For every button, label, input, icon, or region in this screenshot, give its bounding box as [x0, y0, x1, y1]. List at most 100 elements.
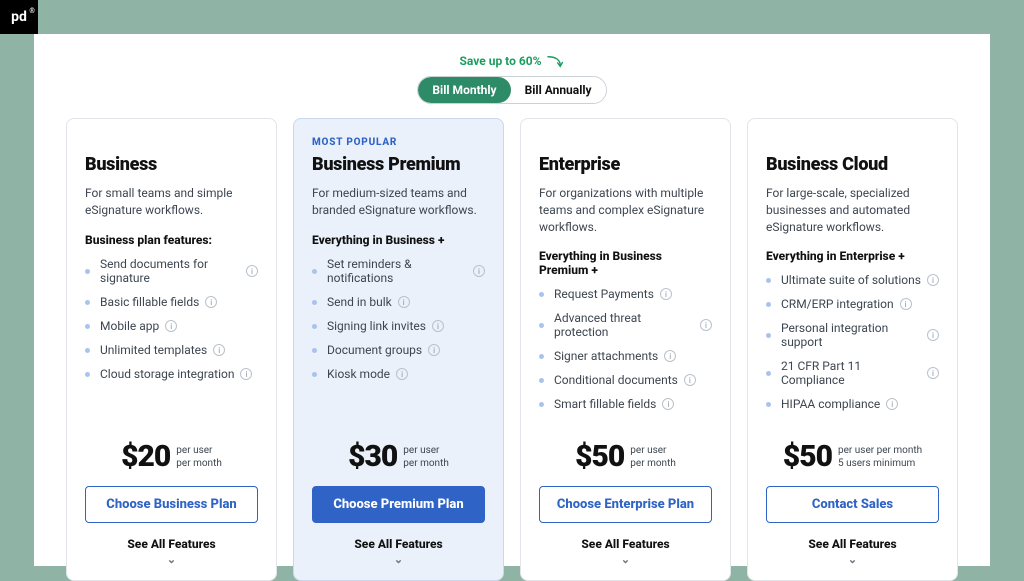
bullet-icon — [312, 300, 317, 305]
price-unit: per userper month — [630, 444, 676, 470]
info-icon[interactable]: i — [398, 296, 410, 308]
see-all-features-label: See All Features — [127, 537, 215, 551]
chevron-down-icon: ⌄ — [539, 553, 712, 566]
price-amount: $50 — [783, 439, 832, 474]
plan-feature-text: Send documents for signature — [100, 257, 240, 285]
price-unit: per user per month5 users minimum — [838, 444, 922, 470]
info-icon[interactable]: i — [660, 288, 672, 300]
info-icon[interactable]: i — [213, 344, 225, 356]
plan-card: .EnterpriseFor organizations with multip… — [520, 118, 731, 581]
see-all-features-link[interactable]: See All Features⌄ — [766, 537, 939, 566]
plan-tagline: For organizations with multiple teams an… — [539, 185, 712, 235]
info-icon[interactable]: i — [165, 320, 177, 332]
plan-feature-text: CRM/ERP integration — [781, 297, 894, 311]
save-banner: Save up to 60% — [66, 54, 958, 72]
bullet-icon — [539, 402, 544, 407]
price-unit-line1: per user — [403, 444, 449, 457]
price-amount: $20 — [121, 439, 170, 474]
plan-features-heading: Everything in Business Premium + — [539, 249, 712, 277]
plan-feature-text: Signer attachments — [554, 349, 658, 363]
bullet-icon — [312, 324, 317, 329]
bullet-icon — [539, 378, 544, 383]
price-unit-line2: per month — [630, 457, 676, 470]
plan-feature-text: Set reminders & notifications — [327, 257, 467, 285]
info-icon[interactable]: i — [900, 298, 912, 310]
plan-features-list: Set reminders & notificationsiSend in bu… — [312, 257, 485, 391]
info-icon[interactable]: i — [664, 350, 676, 362]
plan-feature-text: Kiosk mode — [327, 367, 390, 381]
toggle-annually[interactable]: Bill Annually — [511, 77, 606, 103]
info-icon[interactable]: i — [473, 265, 485, 277]
plan-features-heading: Everything in Business + — [312, 233, 485, 247]
info-icon[interactable]: i — [684, 374, 696, 386]
see-all-features-link[interactable]: See All Features⌄ — [312, 537, 485, 566]
plan-title: Enterprise — [539, 154, 712, 175]
plan-feature-item: Advanced threat protection i — [539, 311, 712, 339]
chevron-down-icon: ⌄ — [85, 553, 258, 566]
plan-card: .BusinessFor small teams and simple eSig… — [66, 118, 277, 581]
choose-plan-button[interactable]: Choose Enterprise Plan — [539, 486, 712, 523]
plan-feature-text: Signing link invites — [327, 319, 426, 333]
price-unit-line2: per month — [176, 457, 222, 470]
plan-card: .Business CloudFor large-scale, speciali… — [747, 118, 958, 581]
info-icon[interactable]: i — [246, 265, 258, 277]
plan-tagline: For medium-sized teams and branded eSign… — [312, 185, 485, 219]
bullet-icon — [539, 323, 544, 328]
info-icon[interactable]: i — [700, 319, 712, 331]
plan-title: Business Premium — [312, 154, 485, 175]
bullet-icon — [539, 292, 544, 297]
plans-grid: .BusinessFor small teams and simple eSig… — [66, 118, 958, 581]
info-icon[interactable]: i — [240, 368, 252, 380]
info-icon[interactable]: i — [927, 274, 939, 286]
info-icon[interactable]: i — [205, 296, 217, 308]
info-icon[interactable]: i — [927, 367, 939, 379]
plan-feature-text: Conditional documents — [554, 373, 678, 387]
info-icon[interactable]: i — [428, 344, 440, 356]
plan-feature-item: Unlimited templates i — [85, 343, 258, 357]
choose-plan-button[interactable]: Choose Business Plan — [85, 486, 258, 523]
plan-feature-text: Personal integration support — [781, 321, 921, 349]
price-amount: $30 — [348, 439, 397, 474]
plan-feature-text: 21 CFR Part 11 Compliance — [781, 359, 921, 387]
toggle-monthly[interactable]: Bill Monthly — [418, 77, 510, 103]
plan-tagline: For small teams and simple eSignature wo… — [85, 185, 258, 219]
arrow-down-icon — [546, 55, 564, 69]
plan-feature-item: Signer attachments i — [539, 349, 712, 363]
bullet-icon — [312, 348, 317, 353]
info-icon[interactable]: i — [432, 320, 444, 332]
price-row: $30per userper month — [312, 439, 485, 474]
info-icon[interactable]: i — [886, 398, 898, 410]
choose-plan-button[interactable]: Choose Premium Plan — [312, 486, 485, 523]
save-banner-text: Save up to 60% — [460, 54, 542, 68]
spacer — [85, 403, 258, 433]
plan-feature-item: CRM/ERP integration i — [766, 297, 939, 311]
plan-features-heading: Everything in Enterprise + — [766, 249, 939, 263]
price-row: $50per user per month5 users minimum — [766, 439, 939, 474]
plan-feature-item: HIPAA compliancei — [766, 397, 939, 411]
bullet-icon — [766, 333, 771, 338]
bullet-icon — [766, 402, 771, 407]
price-unit-line1: per user — [630, 444, 676, 457]
plan-feature-text: Smart fillable fields — [554, 397, 656, 411]
see-all-features-link[interactable]: See All Features ⌄ — [85, 537, 258, 566]
price-row: $20per userper month — [85, 439, 258, 474]
info-icon[interactable]: i — [927, 329, 939, 341]
plan-feature-text: Basic fillable fields — [100, 295, 199, 309]
bullet-icon — [766, 371, 771, 376]
info-icon[interactable]: i — [396, 368, 408, 380]
plan-feature-item: Ultimate suite of solutionsi — [766, 273, 939, 287]
plan-card: MOST POPULARBusiness PremiumFor medium-s… — [293, 118, 504, 581]
info-icon[interactable]: i — [662, 398, 674, 410]
plan-feature-text: Unlimited templates — [100, 343, 207, 357]
plan-feature-item: Smart fillable fields i — [539, 397, 712, 411]
bullet-icon — [85, 324, 90, 329]
chevron-down-icon: ⌄ — [312, 553, 485, 566]
see-all-features-label: See All Features — [581, 537, 669, 551]
plan-feature-text: Advanced threat protection — [554, 311, 694, 339]
price-unit: per userper month — [176, 444, 222, 470]
see-all-features-link[interactable]: See All Features ⌄ — [539, 537, 712, 566]
bullet-icon — [85, 269, 90, 274]
chevron-down-icon: ⌄ — [766, 553, 939, 566]
plan-features-list: Send documents for signature i Basic filla… — [85, 257, 258, 391]
choose-plan-button[interactable]: Contact Sales — [766, 486, 939, 523]
